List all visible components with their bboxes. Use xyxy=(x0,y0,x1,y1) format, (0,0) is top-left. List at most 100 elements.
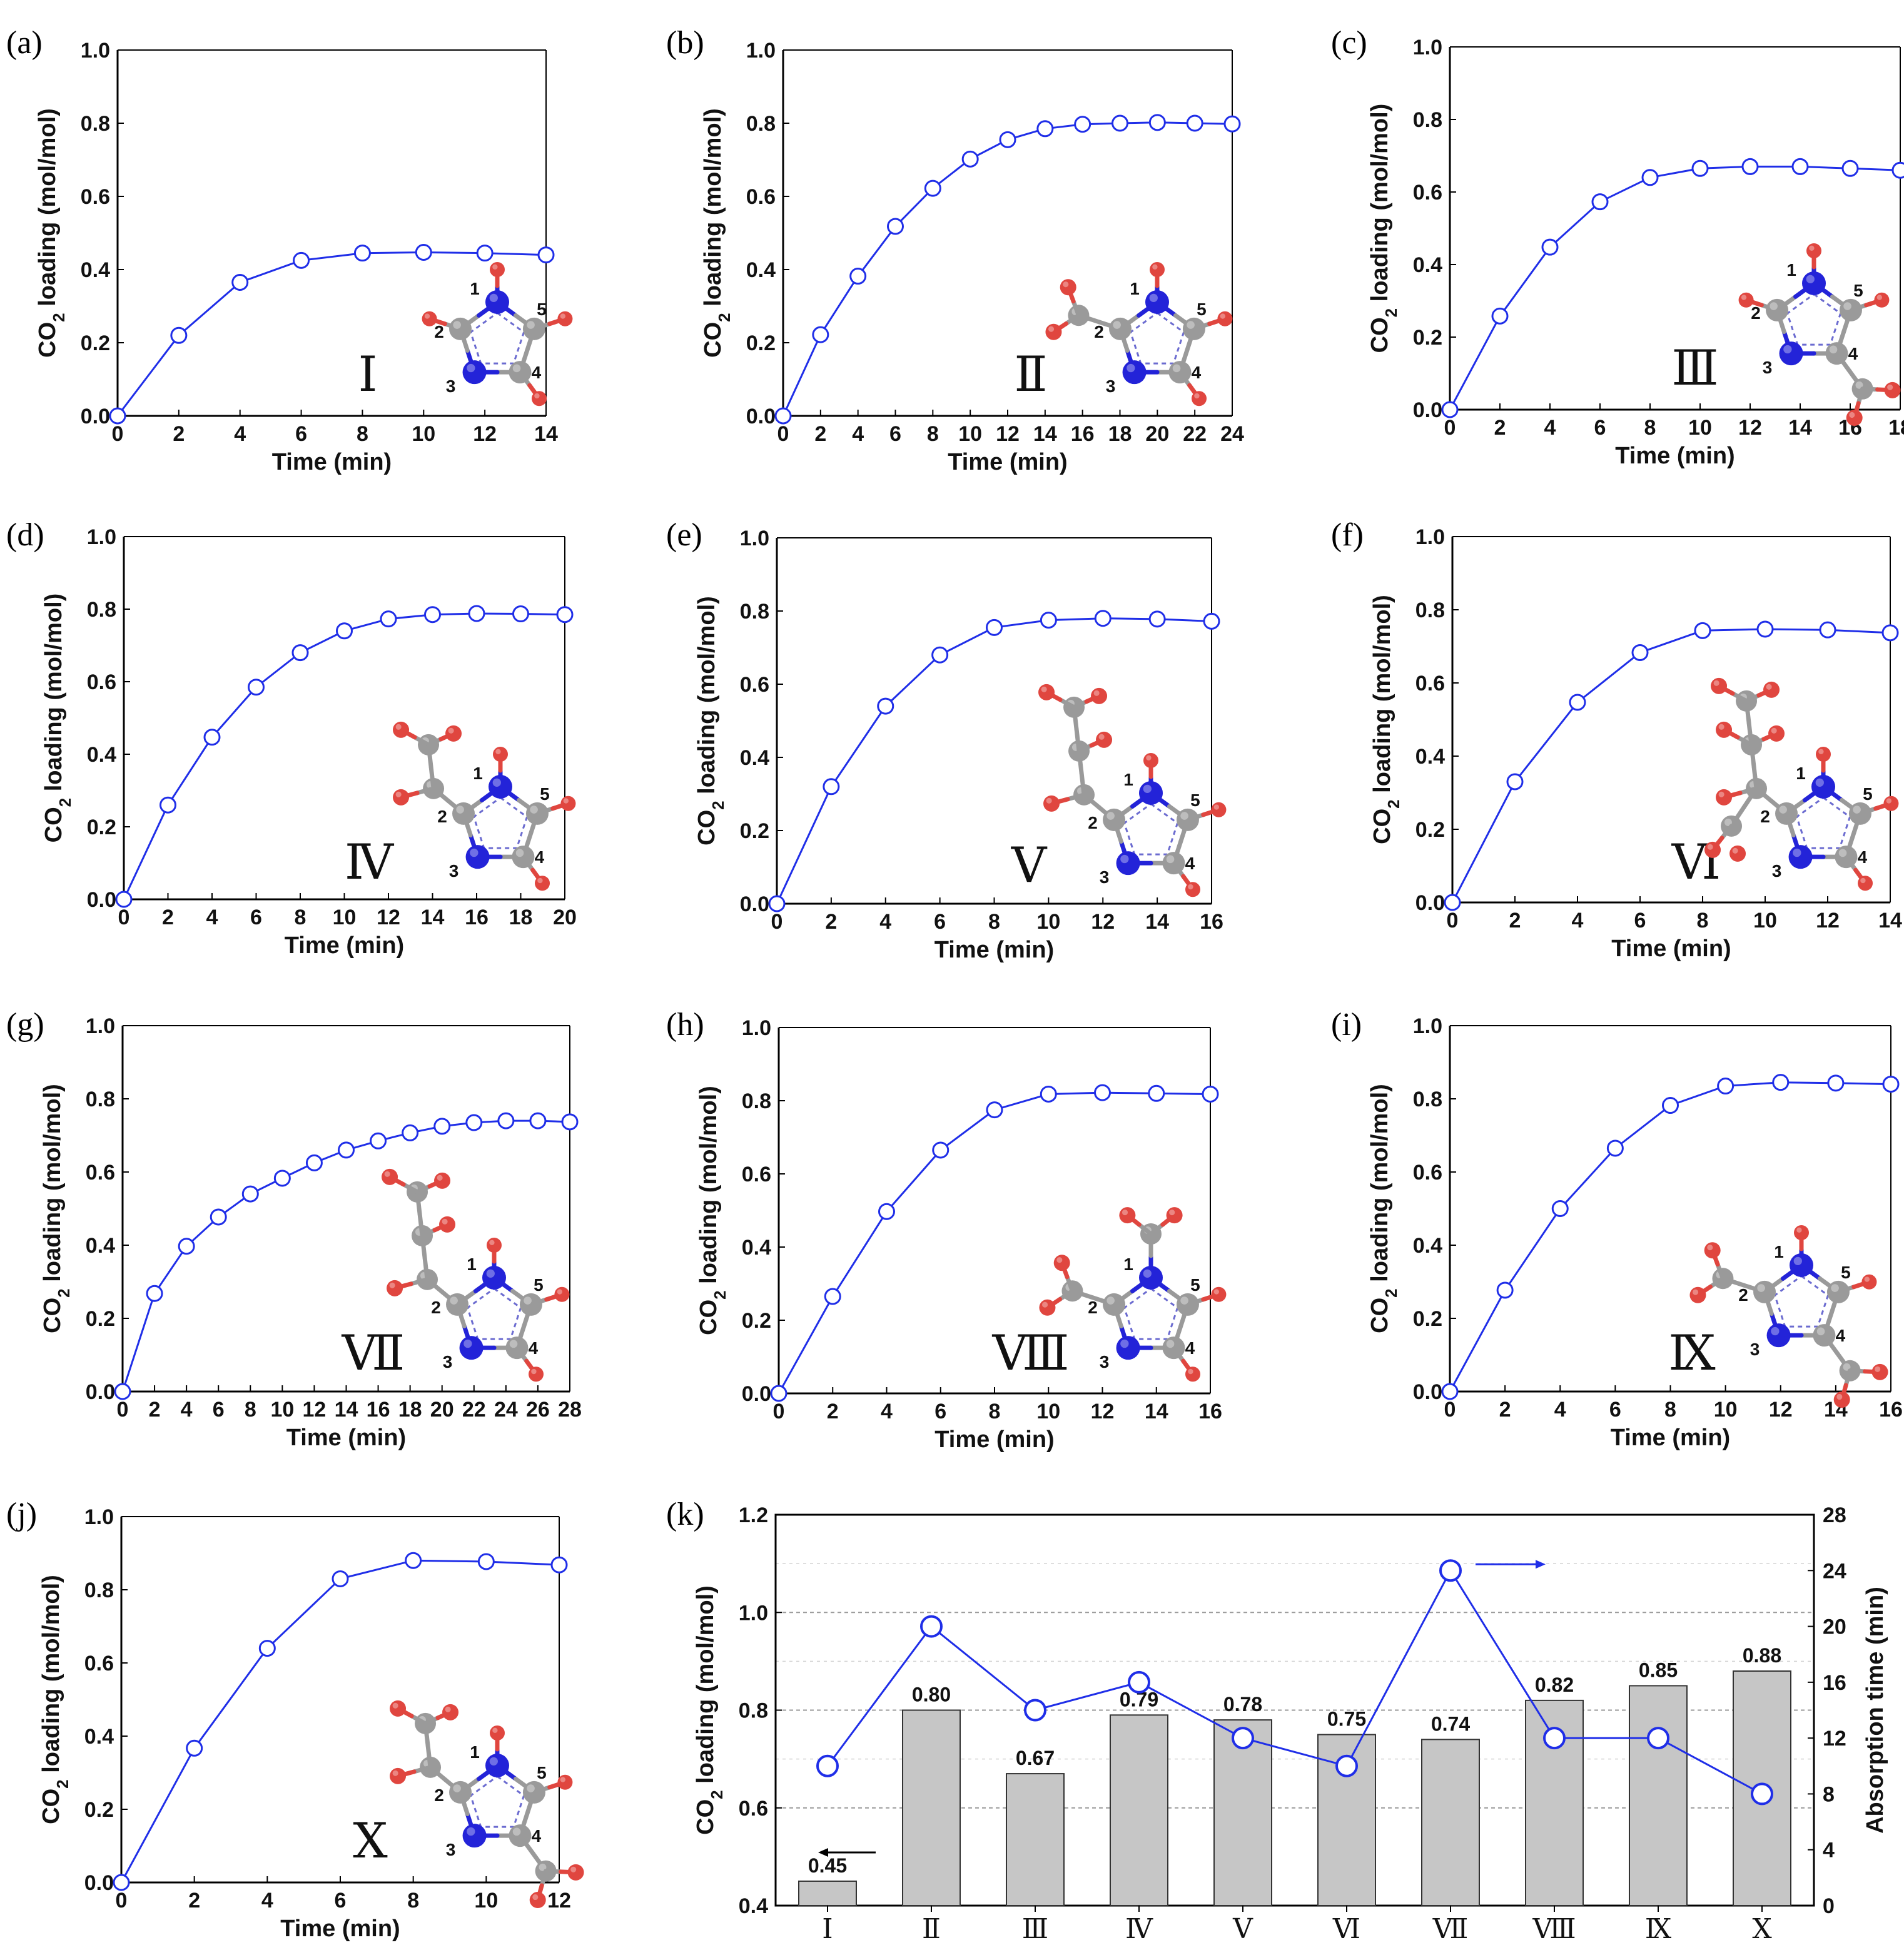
carbon-atom xyxy=(525,802,549,825)
carbon-atom-highlight xyxy=(1757,1284,1765,1292)
carbon-atom-highlight xyxy=(1172,364,1181,373)
oxygen-atom-highlight xyxy=(1836,1393,1843,1400)
y-tick-label: 1.0 xyxy=(1415,525,1445,549)
bond xyxy=(1730,691,1749,704)
nitrogen-atom xyxy=(489,775,512,799)
y-axis-label: CO2 loading (mol/mol) xyxy=(41,594,74,843)
y-tick-label: 0.6 xyxy=(740,673,769,697)
molecule-structure: 1 2 3 4 5 xyxy=(1738,243,1901,427)
y2-tick-label: 28 xyxy=(1823,1503,1846,1527)
oxygen-atom xyxy=(1096,731,1113,748)
nitrogen-atom-highlight xyxy=(1793,1256,1802,1265)
x-axis-label: Time (min) xyxy=(1611,1425,1730,1451)
data-point xyxy=(986,1101,1003,1119)
data-point xyxy=(877,697,894,715)
hydrogen-atom-highlight xyxy=(1864,1276,1870,1282)
y2-tick-label: 4 xyxy=(1823,1839,1835,1862)
atom-number-5: 5 xyxy=(540,784,550,804)
aromatic-ring xyxy=(469,311,525,365)
data-point xyxy=(1202,1085,1219,1103)
data-point xyxy=(433,1118,451,1135)
hydrogen-atom-highlight xyxy=(489,1240,495,1246)
x-tick-label: 4 xyxy=(206,906,218,929)
nitrogen-atom-highlight xyxy=(1120,854,1129,864)
oxygen-atom xyxy=(1043,795,1060,812)
data-point xyxy=(1148,114,1166,131)
carbon-atom xyxy=(1848,802,1871,825)
carbon-atom xyxy=(1825,342,1848,365)
x-tick-label: 6 xyxy=(1634,909,1646,932)
absorption-time-point xyxy=(1647,1727,1669,1750)
data-point xyxy=(1148,1084,1165,1102)
x-tick-label: 12 xyxy=(1816,909,1840,932)
atom-number-2: 2 xyxy=(1088,813,1098,832)
nitrogen-atom xyxy=(1139,1266,1163,1290)
x-tick-label: 10 xyxy=(333,906,357,929)
x-tick-label: 2 xyxy=(1499,1398,1511,1422)
oxygen-atom xyxy=(1716,789,1733,806)
y-tick-label: 0.6 xyxy=(86,1161,115,1185)
oxygen-atom xyxy=(1768,725,1785,742)
x-tick-label: 4 xyxy=(1544,416,1556,440)
x-tick-label: 10 xyxy=(958,422,982,446)
data-point xyxy=(370,1132,387,1149)
bond xyxy=(422,1255,430,1282)
hydrogen-atom-highlight xyxy=(560,313,566,319)
atom-number-4: 4 xyxy=(1836,1326,1846,1345)
y-tick-label: 0.8 xyxy=(81,112,110,136)
absorption-time-point xyxy=(816,1754,839,1777)
carbon-atom-highlight xyxy=(1816,1327,1825,1336)
data-point xyxy=(1203,612,1220,630)
panel-label: (g) xyxy=(6,1007,44,1043)
data-point xyxy=(1827,1074,1845,1092)
data-point xyxy=(468,605,485,622)
x-tick-label: 0 xyxy=(773,1400,785,1423)
data-point xyxy=(1040,1085,1057,1103)
x-tick-label: 8 xyxy=(927,422,939,446)
data-point xyxy=(178,1238,195,1255)
hydrogen-atom xyxy=(1150,262,1165,277)
hydrogen-atom-highlight xyxy=(537,877,543,884)
carbon-atom xyxy=(522,1781,545,1804)
x-tick-label: 12 xyxy=(1738,416,1762,440)
carbon-atom-highlight xyxy=(1113,321,1121,329)
atom-number-2: 2 xyxy=(1760,807,1770,826)
oxygen-atom xyxy=(382,1168,398,1185)
oxygen-atom xyxy=(434,1172,451,1189)
absorption-time-point xyxy=(1335,1754,1358,1777)
absorption-time-point xyxy=(1128,1670,1150,1694)
atom-number-1: 1 xyxy=(1130,279,1140,298)
oxygen-atom-highlight xyxy=(442,1218,448,1225)
x-tick-label: 0 xyxy=(771,910,783,934)
nitrogen-atom-highlight xyxy=(1806,275,1815,283)
y-tick-label: 0.4 xyxy=(742,1236,771,1260)
oxygen-atom-highlight xyxy=(1169,1210,1175,1216)
oxygen-atom-highlight xyxy=(1718,791,1724,797)
hydrogen-atom-highlight xyxy=(1741,295,1747,300)
x-tick-label: 12 xyxy=(1091,910,1115,934)
atom-number-4: 4 xyxy=(1185,854,1195,873)
oxygen-atom xyxy=(390,1767,407,1784)
carbon-atom xyxy=(1176,808,1199,831)
panel-label: (f) xyxy=(1331,517,1364,553)
data-point xyxy=(1074,116,1091,133)
atom-number-4: 4 xyxy=(1192,363,1202,382)
y-tick-label: 0.4 xyxy=(746,258,776,282)
bond xyxy=(539,1869,549,1888)
carbon-atom xyxy=(1162,1336,1185,1360)
category-label: Ⅸ xyxy=(1645,1914,1672,1944)
x-tick-label: 2 xyxy=(188,1889,200,1912)
bond xyxy=(1860,386,1880,392)
data-point xyxy=(556,606,574,624)
carbon-atom-highlight xyxy=(1166,1340,1175,1348)
bond xyxy=(1148,1222,1165,1236)
bar-value-label: 0.88 xyxy=(1743,1644,1781,1667)
data-point xyxy=(1741,158,1759,175)
y-tick-label: 0.0 xyxy=(84,1871,114,1895)
carbon-atom xyxy=(1813,1324,1836,1347)
carbon-atom-highlight xyxy=(450,1296,458,1305)
oxygen-atom-highlight xyxy=(1093,690,1100,696)
y-tick-label: 0.2 xyxy=(87,816,116,839)
hydrogen-atom-highlight xyxy=(1213,1289,1220,1295)
